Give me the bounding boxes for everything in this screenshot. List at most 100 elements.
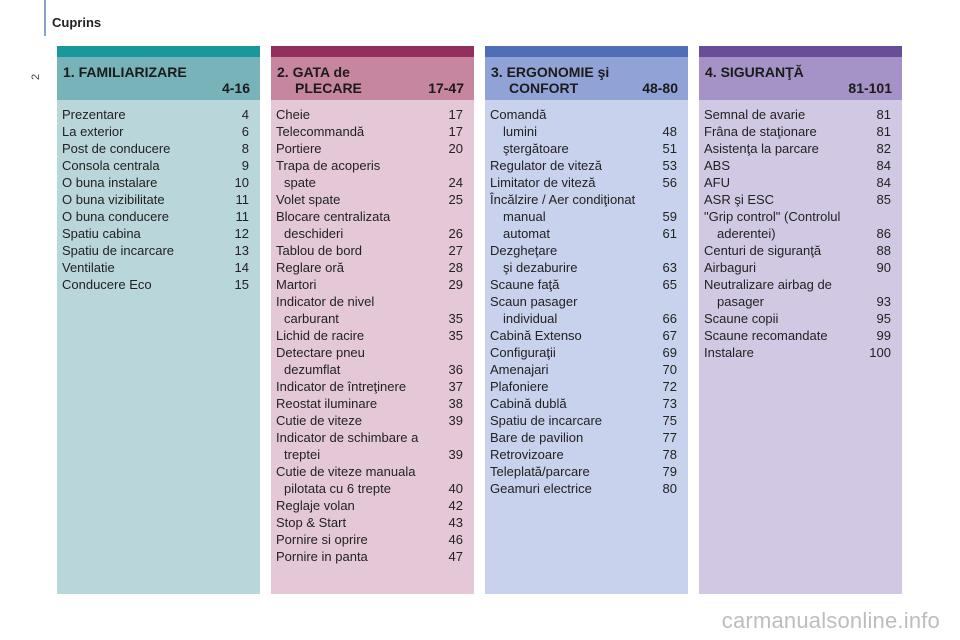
toc-entry[interactable]: Geamuri electrice 80 [485,480,688,497]
toc-entry-title: Blocare centralizata [276,209,391,224]
toc-entry[interactable]: Volet spate 25 [271,191,474,208]
toc-entry[interactable]: Ventilatie 14 [57,259,260,276]
toc-entry[interactable]: Teleplată/parcare 79 [485,463,688,480]
toc-entry[interactable]: Cabină dublă 73 [485,395,688,412]
toc-entry[interactable]: Indicator de schimbare a [271,429,474,446]
section-pages: 48-80 [642,80,678,96]
toc-entry[interactable]: Tablou de bord 27 [271,242,474,259]
toc-entry-title: Lichid de racire [276,328,365,343]
toc-entry[interactable]: Detectare pneu [271,344,474,361]
toc-entry[interactable]: ABS 84 [699,157,902,174]
toc-entry-title: Pornire in panta [276,549,368,564]
toc-entry[interactable]: individual 66 [485,310,688,327]
toc-entry[interactable]: Indicator de întreţinere 37 [271,378,474,395]
toc-entry[interactable]: Scaune faţă 65 [485,276,688,293]
toc-entry[interactable]: Asistenţa la parcare 82 [699,140,902,157]
toc-entry[interactable]: Comandă [485,106,688,123]
toc-entry[interactable]: "Grip control" (Controlul [699,208,902,225]
toc-entry[interactable]: aderentei) 86 [699,225,902,242]
toc-entry[interactable]: Telecommandă 17 [271,123,474,140]
toc-entry[interactable]: Portiere 20 [271,140,474,157]
toc-entry[interactable]: pilotata cu 6 trepte 40 [271,480,474,497]
toc-entry[interactable]: Spatiu cabina 12 [57,225,260,242]
toc-entry[interactable]: Spatiu de incarcare 75 [485,412,688,429]
toc-entry[interactable]: ştergătoare 51 [485,140,688,157]
toc-entry[interactable]: Configuraţii 69 [485,344,688,361]
toc-entry-page: 10 [234,175,249,190]
toc-entry[interactable]: Pornire in panta 47 [271,548,474,565]
toc-entry[interactable]: Trapa de acoperis [271,157,474,174]
toc-entry[interactable]: Spatiu de incarcare 13 [57,242,260,259]
toc-entry[interactable]: treptei 39 [271,446,474,463]
toc-entry[interactable]: lumini 48 [485,123,688,140]
toc-entry[interactable]: Post de conducere 8 [57,140,260,157]
toc-entry[interactable]: Limitator de viteză 56 [485,174,688,191]
section-pages: 81-101 [848,80,892,96]
toc-entry[interactable]: Regulator de viteză 53 [485,157,688,174]
section-header[interactable]: 3. ERGONOMIE şi CONFORT 48-80 [485,57,688,100]
toc-entry[interactable]: Airbaguri 90 [699,259,902,276]
toc-entry-page: 12 [234,226,249,241]
toc-entry[interactable]: Semnal de avarie 81 [699,106,902,123]
toc-entry[interactable]: Instalare 100 [699,344,902,361]
toc-entry-page: 47 [448,549,463,564]
toc-entry[interactable]: Încălzire / Aer condiţionat [485,191,688,208]
toc-entry[interactable]: ASR şi ESC 85 [699,191,902,208]
toc-entry[interactable]: Dezgheţare [485,242,688,259]
toc-entry[interactable]: AFU 84 [699,174,902,191]
toc-entry-title: Cabină Extenso [490,328,582,343]
toc-entry[interactable]: şi dezaburire 63 [485,259,688,276]
toc-entry-title: Scaune faţă [490,277,560,292]
toc-entry[interactable]: Scaune recomandate 99 [699,327,902,344]
toc-entry[interactable]: Conducere Eco 15 [57,276,260,293]
toc-entry[interactable]: Cheie 17 [271,106,474,123]
toc-entry-title: La exterior [62,124,124,139]
section-pages: 4-16 [221,80,250,96]
toc-entry[interactable]: Stop & Start 43 [271,514,474,531]
toc-entry[interactable]: Indicator de nivel [271,293,474,310]
toc-entry[interactable]: dezumflat 36 [271,361,474,378]
toc-entry[interactable]: Martori 29 [271,276,474,293]
toc-entry[interactable]: Lichid de racire 35 [271,327,474,344]
toc-entry[interactable]: Cutie de viteze manuala [271,463,474,480]
toc-entry[interactable]: automat 61 [485,225,688,242]
section-familiarizare: 1. FAMILIARIZARE 4-16 Prezentare 4 La exte… [57,46,260,594]
toc-entry[interactable]: spate 24 [271,174,474,191]
toc-entry[interactable]: Cutie de viteze 39 [271,412,474,429]
toc-entry[interactable]: Retrovizoare 78 [485,446,688,463]
section-header[interactable]: 2. GATA de PLECARE 17-47 [271,57,474,100]
toc-entry[interactable]: carburant 35 [271,310,474,327]
toc-entry[interactable]: Pornire si oprire 46 [271,531,474,548]
toc-entry[interactable]: Bare de pavilion 77 [485,429,688,446]
toc-entry[interactable]: Plafoniere 72 [485,378,688,395]
section-header[interactable]: 4. SIGURANŢĂ 81-101 [699,57,902,100]
toc-entry[interactable]: Neutralizare airbag de [699,276,902,293]
toc-entry[interactable]: Reglaje volan 42 [271,497,474,514]
toc-entry[interactable]: pasager 93 [699,293,902,310]
toc-entry[interactable]: Consola centrala 9 [57,157,260,174]
toc-entry-page: 84 [876,175,891,190]
toc-entry[interactable]: Scaune copii 95 [699,310,902,327]
toc-entry[interactable]: Frâna de staţionare 81 [699,123,902,140]
section-header[interactable]: 1. FAMILIARIZARE 4-16 [57,57,260,100]
toc-entry[interactable]: Reglare oră 28 [271,259,474,276]
toc-entry[interactable]: deschideri 26 [271,225,474,242]
toc-entry[interactable]: O buna instalare 10 [57,174,260,191]
toc-entry[interactable]: La exterior 6 [57,123,260,140]
toc-entry-page: 86 [876,226,891,241]
toc-entry[interactable]: Amenajari 70 [485,361,688,378]
toc-entry[interactable]: Centuri de siguranţă 88 [699,242,902,259]
toc-entry[interactable]: manual 59 [485,208,688,225]
toc-entry-title: Asistenţa la parcare [704,141,819,156]
toc-entry[interactable]: Blocare centralizata [271,208,474,225]
toc-entry-page: 46 [448,532,463,547]
toc-entry-title: treptei [284,447,321,462]
toc-entry[interactable]: Scaun pasager [485,293,688,310]
toc-entry[interactable]: O buna conducere 11 [57,208,260,225]
toc-entry[interactable]: Reostat iluminare 38 [271,395,474,412]
toc-entry[interactable]: Prezentare 4 [57,106,260,123]
toc-entry[interactable]: Cabină Extenso 67 [485,327,688,344]
toc-entry[interactable]: O buna vizibilitate 11 [57,191,260,208]
toc-entry-title: spate [284,175,316,190]
section-title: 1. FAMILIARIZARE [63,64,187,80]
